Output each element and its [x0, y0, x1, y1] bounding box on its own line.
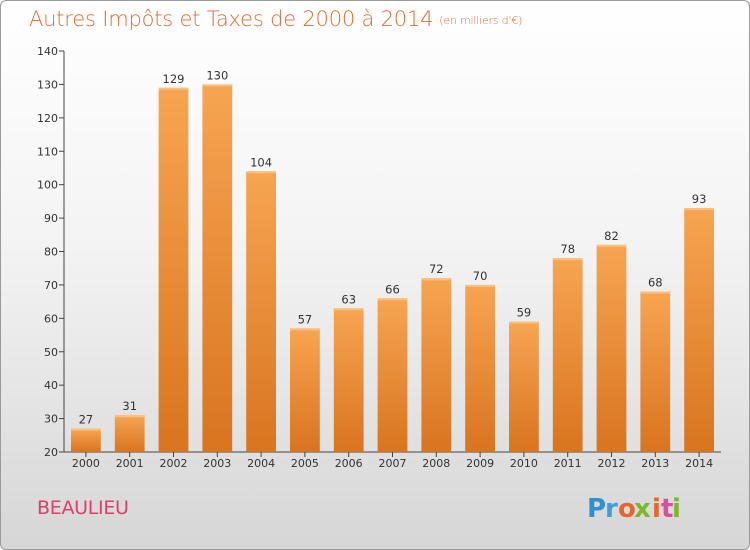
y-tick-label: 100 [37, 179, 58, 192]
x-tick-label-2000: 2000 [72, 457, 100, 470]
y-tick-label: 20 [44, 446, 58, 459]
brand-letter: x [634, 494, 651, 524]
x-tick-label-2001: 2001 [116, 457, 144, 470]
bar-2008 [421, 278, 452, 452]
bar-2014 [684, 208, 714, 452]
bar-top-highlight [246, 171, 276, 174]
bar-2011 [552, 258, 583, 452]
chart-bars [71, 84, 714, 453]
brand-letter: i [652, 494, 661, 524]
bar-2012 [596, 244, 627, 452]
y-tick-label: 80 [44, 246, 58, 259]
brand-logo: Pr ox i ti [587, 494, 681, 524]
bar-top-highlight [114, 415, 145, 418]
x-tick-label-2010: 2010 [510, 457, 538, 470]
bar-2000 [71, 428, 101, 452]
x-tick-label-2011: 2011 [554, 457, 582, 470]
value-label-2003: 130 [206, 68, 228, 82]
value-label-2013: 68 [648, 276, 663, 290]
value-label-2009: 70 [473, 269, 488, 283]
chart-unit: (en milliers d'€) [439, 14, 523, 27]
bar-top-highlight [640, 291, 671, 294]
bar-2013 [640, 291, 671, 452]
y-tick-label: 60 [44, 312, 58, 325]
x-tick-label-2012: 2012 [598, 457, 626, 470]
bar-2001 [114, 415, 145, 452]
brand-letter: P [587, 494, 606, 524]
bar-2003 [202, 84, 233, 453]
y-tick-label: 40 [44, 379, 58, 392]
x-tick-label-2007: 2007 [379, 457, 407, 470]
chart-title: Autres Impôts et Taxes de 2000 à 2014 (en… [29, 7, 522, 31]
bar-top-highlight [552, 258, 583, 261]
value-label-2014: 93 [692, 192, 707, 206]
bar-top-highlight [509, 321, 539, 324]
chart-title-text: Autres Impôts et Taxes de 2000 à 2014 [29, 7, 434, 31]
y-tick-label: 130 [37, 78, 58, 91]
brand-letter: r [605, 494, 618, 524]
bar-2005 [290, 328, 320, 452]
brand-letter: t [661, 494, 673, 524]
x-tick-label-2009: 2009 [466, 457, 494, 470]
bar-top-highlight [290, 328, 320, 331]
bar-2006 [333, 308, 364, 452]
x-tick-label-2008: 2008 [422, 457, 450, 470]
bar-2010 [509, 321, 539, 452]
brand-letter: o [618, 494, 636, 524]
bar-top-highlight [71, 428, 101, 431]
brand-letter: i [672, 494, 681, 524]
chart-axes: 20 30 40 50 60 70 80 90 100 110 120 130 140 2000 2001 2… [37, 45, 721, 470]
bar-2002 [158, 87, 189, 452]
bar-top-highlight [421, 278, 452, 281]
value-label-2008: 72 [429, 262, 444, 276]
bar-top-highlight [377, 298, 408, 301]
value-label-2000: 27 [79, 413, 94, 427]
bar-top-highlight [202, 84, 233, 87]
chart-labels: 27 31 129 130 104 57 63 66 72 70 59 78 82 68 93 [79, 68, 707, 426]
bar-top-highlight [465, 284, 495, 287]
x-tick-label-2006: 2006 [335, 457, 363, 470]
x-tick-label-2002: 2002 [160, 457, 188, 470]
bar-2004 [246, 171, 276, 453]
value-label-2001: 31 [122, 399, 137, 413]
bar-top-highlight [596, 244, 627, 247]
x-tick-label-2014: 2014 [685, 457, 713, 470]
x-tick-label-2013: 2013 [641, 457, 669, 470]
x-tick-label-2003: 2003 [203, 457, 231, 470]
value-label-2004: 104 [250, 155, 272, 169]
bar-top-highlight [333, 308, 364, 311]
y-tick-label: 120 [37, 112, 58, 125]
y-tick-label: 70 [44, 279, 58, 292]
bar-top-highlight [684, 208, 714, 211]
value-label-2002: 129 [163, 72, 185, 86]
bar-2007 [377, 298, 408, 452]
bar-2009 [465, 284, 495, 452]
value-label-2012: 82 [604, 229, 619, 243]
y-tick-label: 140 [37, 45, 58, 58]
value-label-2006: 63 [341, 292, 356, 306]
y-tick-label: 110 [37, 145, 58, 158]
y-tick-label: 50 [44, 346, 58, 359]
value-label-2011: 78 [560, 242, 575, 256]
value-label-2007: 66 [385, 282, 400, 296]
y-tick-label: 90 [44, 212, 58, 225]
value-label-2010: 59 [517, 306, 532, 320]
value-label-2005: 57 [298, 312, 313, 326]
bar-top-highlight [158, 87, 189, 90]
commune-name: BEAULIEU [37, 497, 129, 519]
x-tick-label-2004: 2004 [247, 457, 275, 470]
x-tick-label-2005: 2005 [291, 457, 319, 470]
y-tick-label: 30 [44, 413, 58, 426]
